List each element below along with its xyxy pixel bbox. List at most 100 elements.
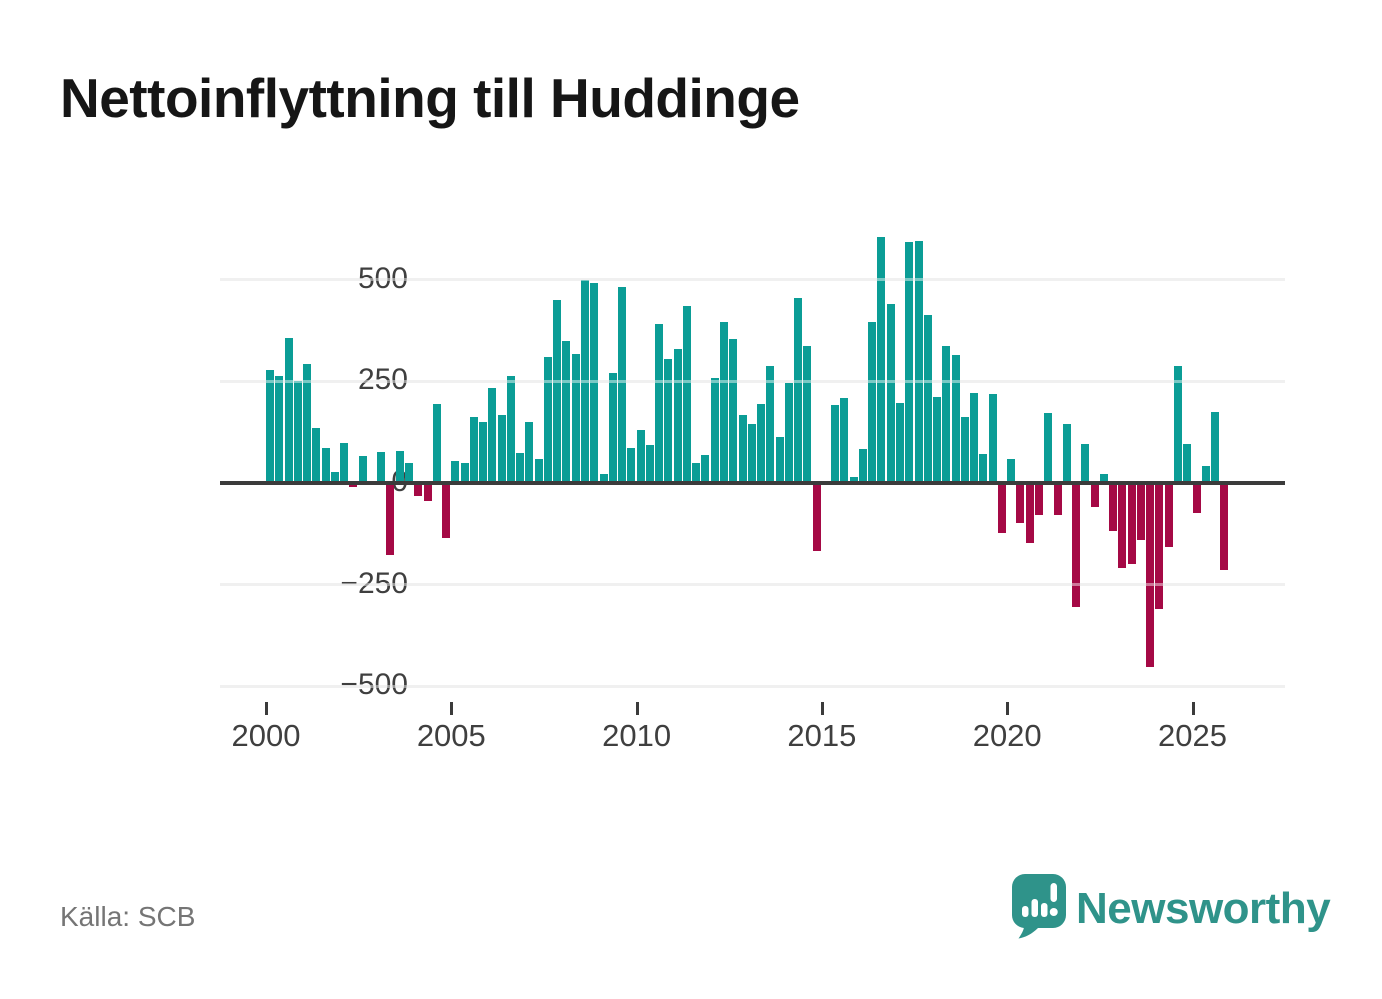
bar-2020-Q3 (1025, 483, 1034, 543)
bar-2015-Q3 (840, 398, 849, 483)
bar-2020-Q1 (1007, 458, 1016, 483)
bar-2023-Q2 (1127, 483, 1136, 565)
bar-2021-Q3 (1062, 424, 1071, 483)
bar-2009-Q3 (618, 286, 627, 483)
bar-2024-Q2 (1164, 483, 1173, 547)
bar-2020-Q2 (1016, 483, 1025, 523)
bar-2007-Q2 (534, 458, 543, 483)
gridline-overlay--500 (220, 684, 1285, 688)
bar-2016-Q2 (868, 321, 877, 483)
bar-2020-Q4 (1034, 483, 1043, 516)
bar-2005-Q4 (479, 422, 488, 483)
bar-2024-Q1 (1155, 483, 1164, 610)
bar-2013-Q4 (775, 437, 784, 483)
bar-2018-Q1 (933, 397, 942, 483)
x-tick-label-2025: 2025 (1158, 718, 1227, 753)
y-axis-label--500: −500 (340, 668, 408, 702)
bar-2019-Q1 (970, 393, 979, 483)
bar-2016-Q4 (886, 304, 895, 483)
bar-2000-Q4 (293, 380, 302, 483)
bar-2021-Q1 (1044, 413, 1053, 483)
bar-2007-Q1 (525, 422, 534, 483)
bar-2007-Q4 (553, 299, 562, 483)
bar-2005-Q1 (451, 461, 460, 483)
bar-2013-Q1 (747, 423, 756, 483)
bar-2019-Q4 (997, 483, 1006, 534)
bar-2022-Q4 (1109, 483, 1118, 531)
source-label: Källa: SCB (60, 901, 196, 932)
bar-2008-Q4 (590, 283, 599, 483)
bar-2019-Q3 (988, 393, 997, 483)
zero-line (220, 481, 1285, 485)
bar-2000-Q1 (266, 369, 274, 483)
bar-2002-Q1 (340, 442, 349, 483)
bar-2022-Q3 (1099, 474, 1108, 483)
bar-2014-Q4 (812, 483, 821, 552)
x-tick-label-2010: 2010 (602, 718, 672, 753)
bar-2006-Q4 (516, 453, 525, 483)
bar-2014-Q1 (784, 382, 793, 483)
bar-2009-Q1 (599, 474, 608, 483)
bar-2010-Q3 (655, 324, 664, 483)
bar-2010-Q1 (636, 430, 645, 483)
bar-2012-Q2 (719, 321, 728, 483)
bar-2006-Q3 (506, 376, 515, 483)
y-axis-label-500: 500 (357, 261, 408, 295)
x-tick-2005 (450, 702, 454, 715)
bar-2013-Q2 (757, 403, 766, 483)
bar-2019-Q2 (979, 453, 988, 483)
bar-2008-Q1 (562, 341, 571, 483)
bar-2013-Q3 (766, 365, 775, 483)
gridline-overlay-500 (220, 278, 1285, 282)
bar-2000-Q3 (284, 338, 293, 483)
bar-2014-Q2 (794, 298, 803, 483)
page-title: Nettoinflyttning till Huddinge (60, 67, 800, 129)
bar-2001-Q1 (303, 364, 312, 483)
bar-2025-Q4 (1220, 483, 1229, 571)
bar-2002-Q2 (349, 483, 358, 488)
bar-2001-Q2 (312, 428, 321, 483)
bar-2021-Q4 (1072, 483, 1081, 608)
x-tick-label-2015: 2015 (787, 718, 857, 753)
bar-2008-Q2 (571, 353, 580, 483)
bar-2023-Q1 (1118, 483, 1127, 569)
bar-2022-Q2 (1090, 483, 1099, 507)
newsworthy-logo: Newsworthy (1010, 872, 1331, 945)
bar-2011-Q3 (692, 463, 701, 483)
y-axis-label-250: 250 (357, 363, 408, 397)
bar-2015-Q2 (831, 405, 840, 483)
bar-2024-Q4 (1183, 443, 1192, 483)
bar-2025-Q3 (1211, 411, 1220, 483)
bar-2003-Q1 (377, 452, 386, 483)
x-tick-2010 (635, 702, 639, 715)
bar-2017-Q2 (905, 241, 914, 483)
bar-2017-Q4 (923, 314, 932, 483)
bar-2005-Q2 (460, 462, 469, 483)
x-tick-2015 (820, 702, 824, 715)
bar-2005-Q3 (469, 416, 478, 483)
bar-2001-Q4 (330, 471, 339, 483)
bar-2000-Q2 (275, 376, 284, 483)
bar-2017-Q3 (914, 240, 923, 483)
bar-2016-Q1 (858, 449, 867, 483)
gridline-overlay--250 (220, 583, 1285, 587)
x-tick-2000 (265, 702, 268, 715)
bar-2006-Q2 (497, 415, 506, 483)
y-axis-label--250: −250 (340, 566, 408, 600)
bar-2003-Q3 (395, 450, 404, 483)
bar-2021-Q2 (1053, 483, 1062, 515)
bar-2003-Q4 (404, 463, 413, 483)
bar-2023-Q4 (1146, 483, 1155, 667)
bar-2001-Q3 (321, 448, 330, 483)
logo-wordmark: Newsworthy (1076, 884, 1331, 933)
speech-bubble-bar-chart-icon (1010, 872, 1068, 945)
bar-2014-Q3 (803, 345, 812, 483)
gridline--250 (220, 583, 1285, 587)
bar-2015-Q4 (849, 476, 858, 483)
gridline-overlay-250 (220, 379, 1285, 383)
bar-2006-Q1 (488, 388, 497, 483)
bar-2008-Q3 (581, 279, 589, 483)
x-tick-2020 (1006, 702, 1010, 715)
bar-2011-Q1 (673, 348, 682, 483)
